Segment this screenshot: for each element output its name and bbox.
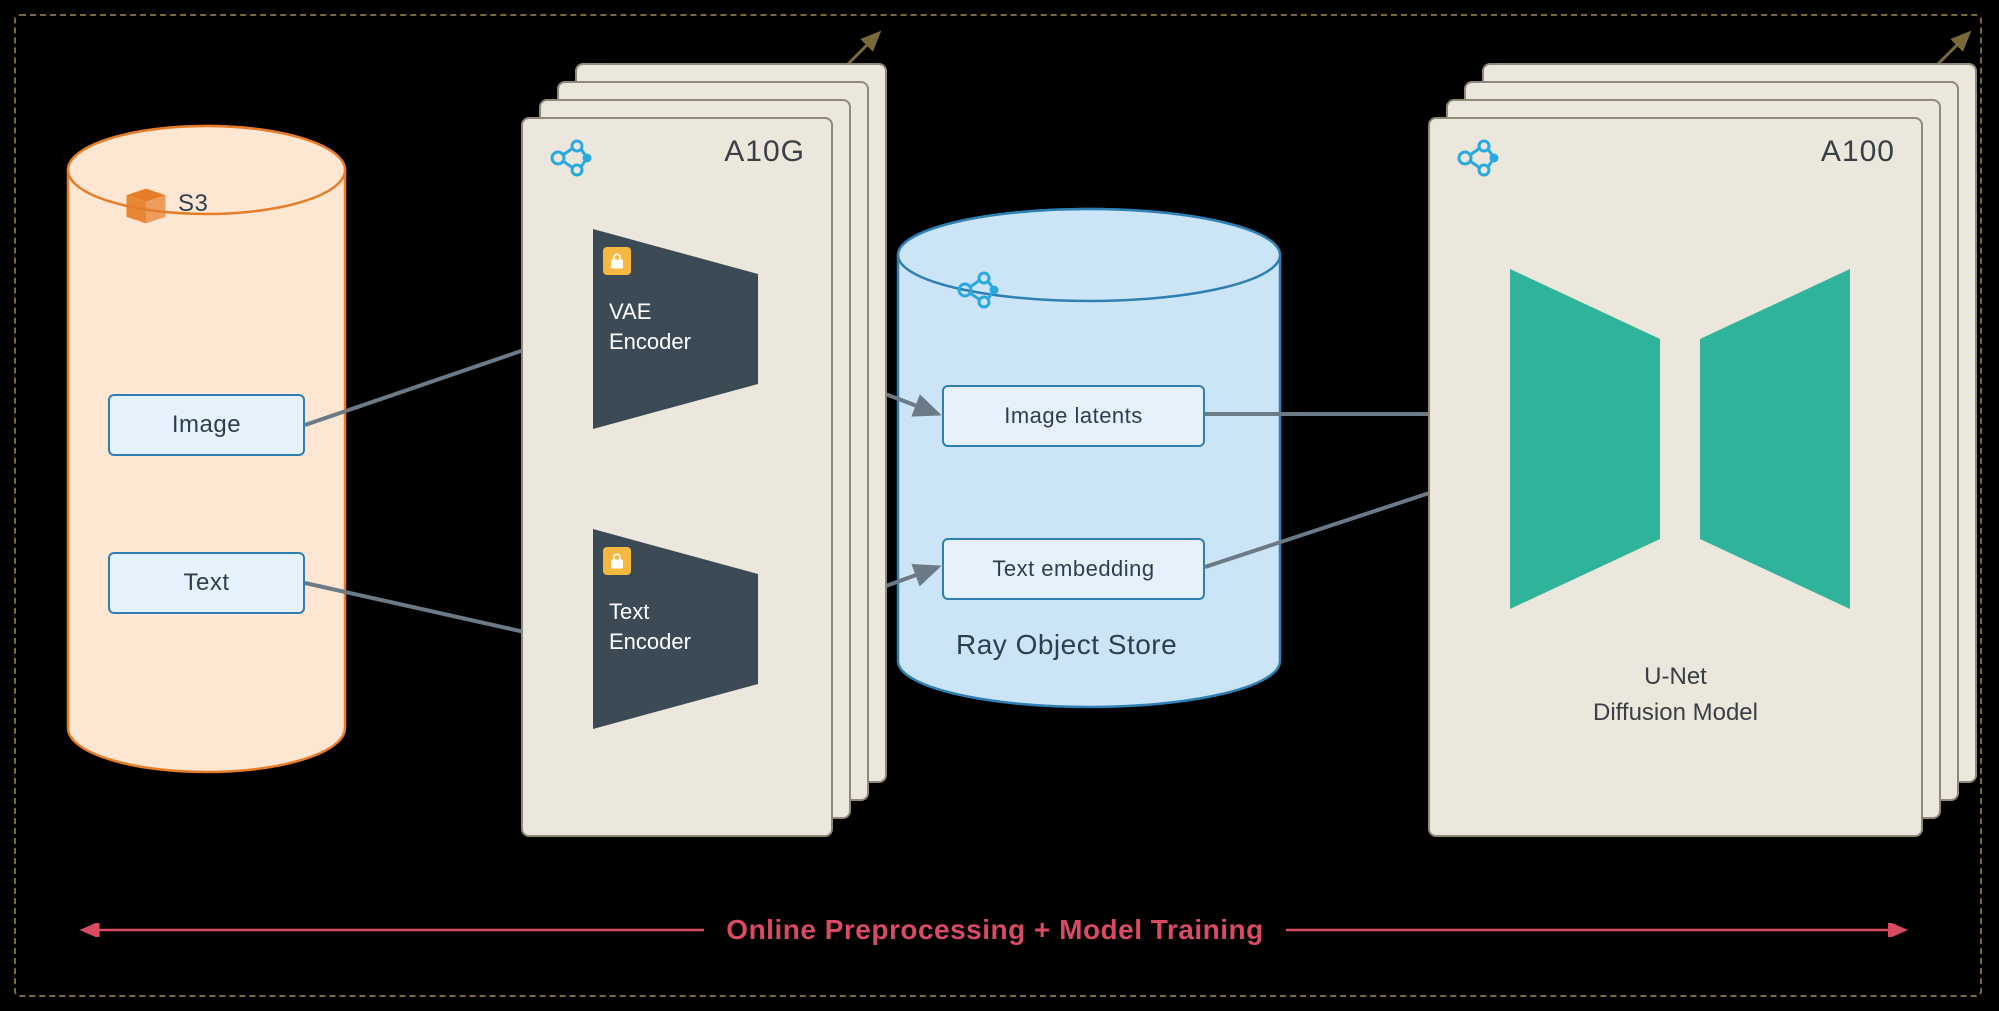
caption-text: Online Preprocessing + Model Training — [726, 914, 1263, 946]
a100-card-stack: A100A100A100A100 U-NetDiffusion Model — [1428, 63, 1977, 837]
ray-icon — [952, 265, 1002, 315]
caption-row: Online Preprocessing + Model Training — [68, 914, 1922, 946]
a10g-card-stack: A10GA10GA10GA10G VAEEncoderTextEncoder — [521, 63, 887, 837]
object-store-title: Ray Object Store — [956, 629, 1177, 661]
embedding-pill-text: Text embedding — [992, 556, 1154, 582]
image-pill-text: Image — [172, 411, 241, 439]
text-pill: Text — [108, 552, 305, 614]
aws-s3-icon — [120, 180, 172, 237]
image-pill: Image — [108, 394, 305, 456]
text-embedding-pill: Text embedding — [942, 538, 1205, 600]
s3-label: S3 — [178, 190, 208, 218]
image-latents-pill: Image latents — [942, 385, 1205, 447]
latents-pill-text: Image latents — [1004, 403, 1143, 429]
text-pill-text: Text — [183, 569, 229, 597]
